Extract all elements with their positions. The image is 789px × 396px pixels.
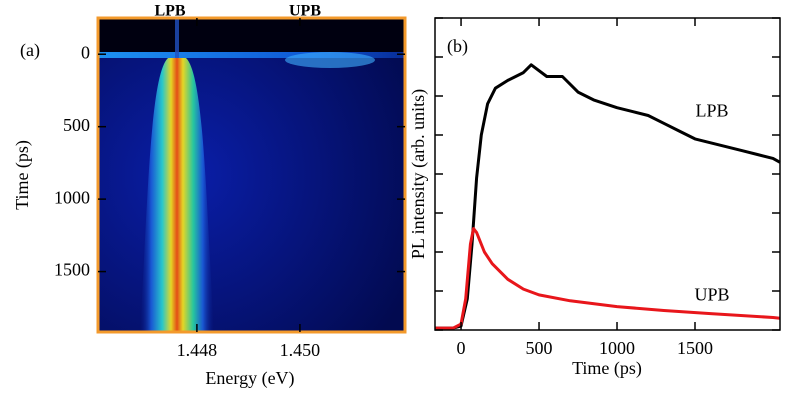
y-tick-label: 500: [63, 115, 90, 135]
top-label: LPB: [154, 3, 185, 20]
x-tick-label: 1.448: [177, 340, 218, 360]
x-tick-label: 500: [526, 338, 553, 358]
y-tick-label: 1500: [54, 260, 90, 280]
x-axis-label: Energy (eV): [205, 368, 294, 389]
x-axis-label: Time (ps): [572, 358, 642, 379]
x-tick-label: 1500: [677, 338, 713, 358]
panel-label: (a): [20, 40, 40, 61]
series-line: [435, 227, 781, 330]
top-label: UPB: [289, 3, 321, 20]
plot-frame: [96, 16, 407, 334]
plot-frame: [434, 17, 781, 331]
y-axis-label: PL intensity (arb. units): [408, 89, 429, 259]
y-tick-label: 1000: [54, 187, 90, 207]
series-line: [435, 63, 781, 330]
legend-label: UPB: [694, 284, 729, 304]
x-tick-label: 1.450: [280, 340, 321, 360]
x-tick-label: 1000: [599, 338, 635, 358]
streak-image: [98, 18, 405, 332]
y-axis-label: Time (ps): [12, 140, 33, 210]
legend-label: LPB: [695, 100, 728, 120]
panel-label: (b): [447, 36, 468, 57]
y-tick-label: 0: [81, 42, 90, 62]
x-tick-label: 0: [457, 338, 466, 358]
